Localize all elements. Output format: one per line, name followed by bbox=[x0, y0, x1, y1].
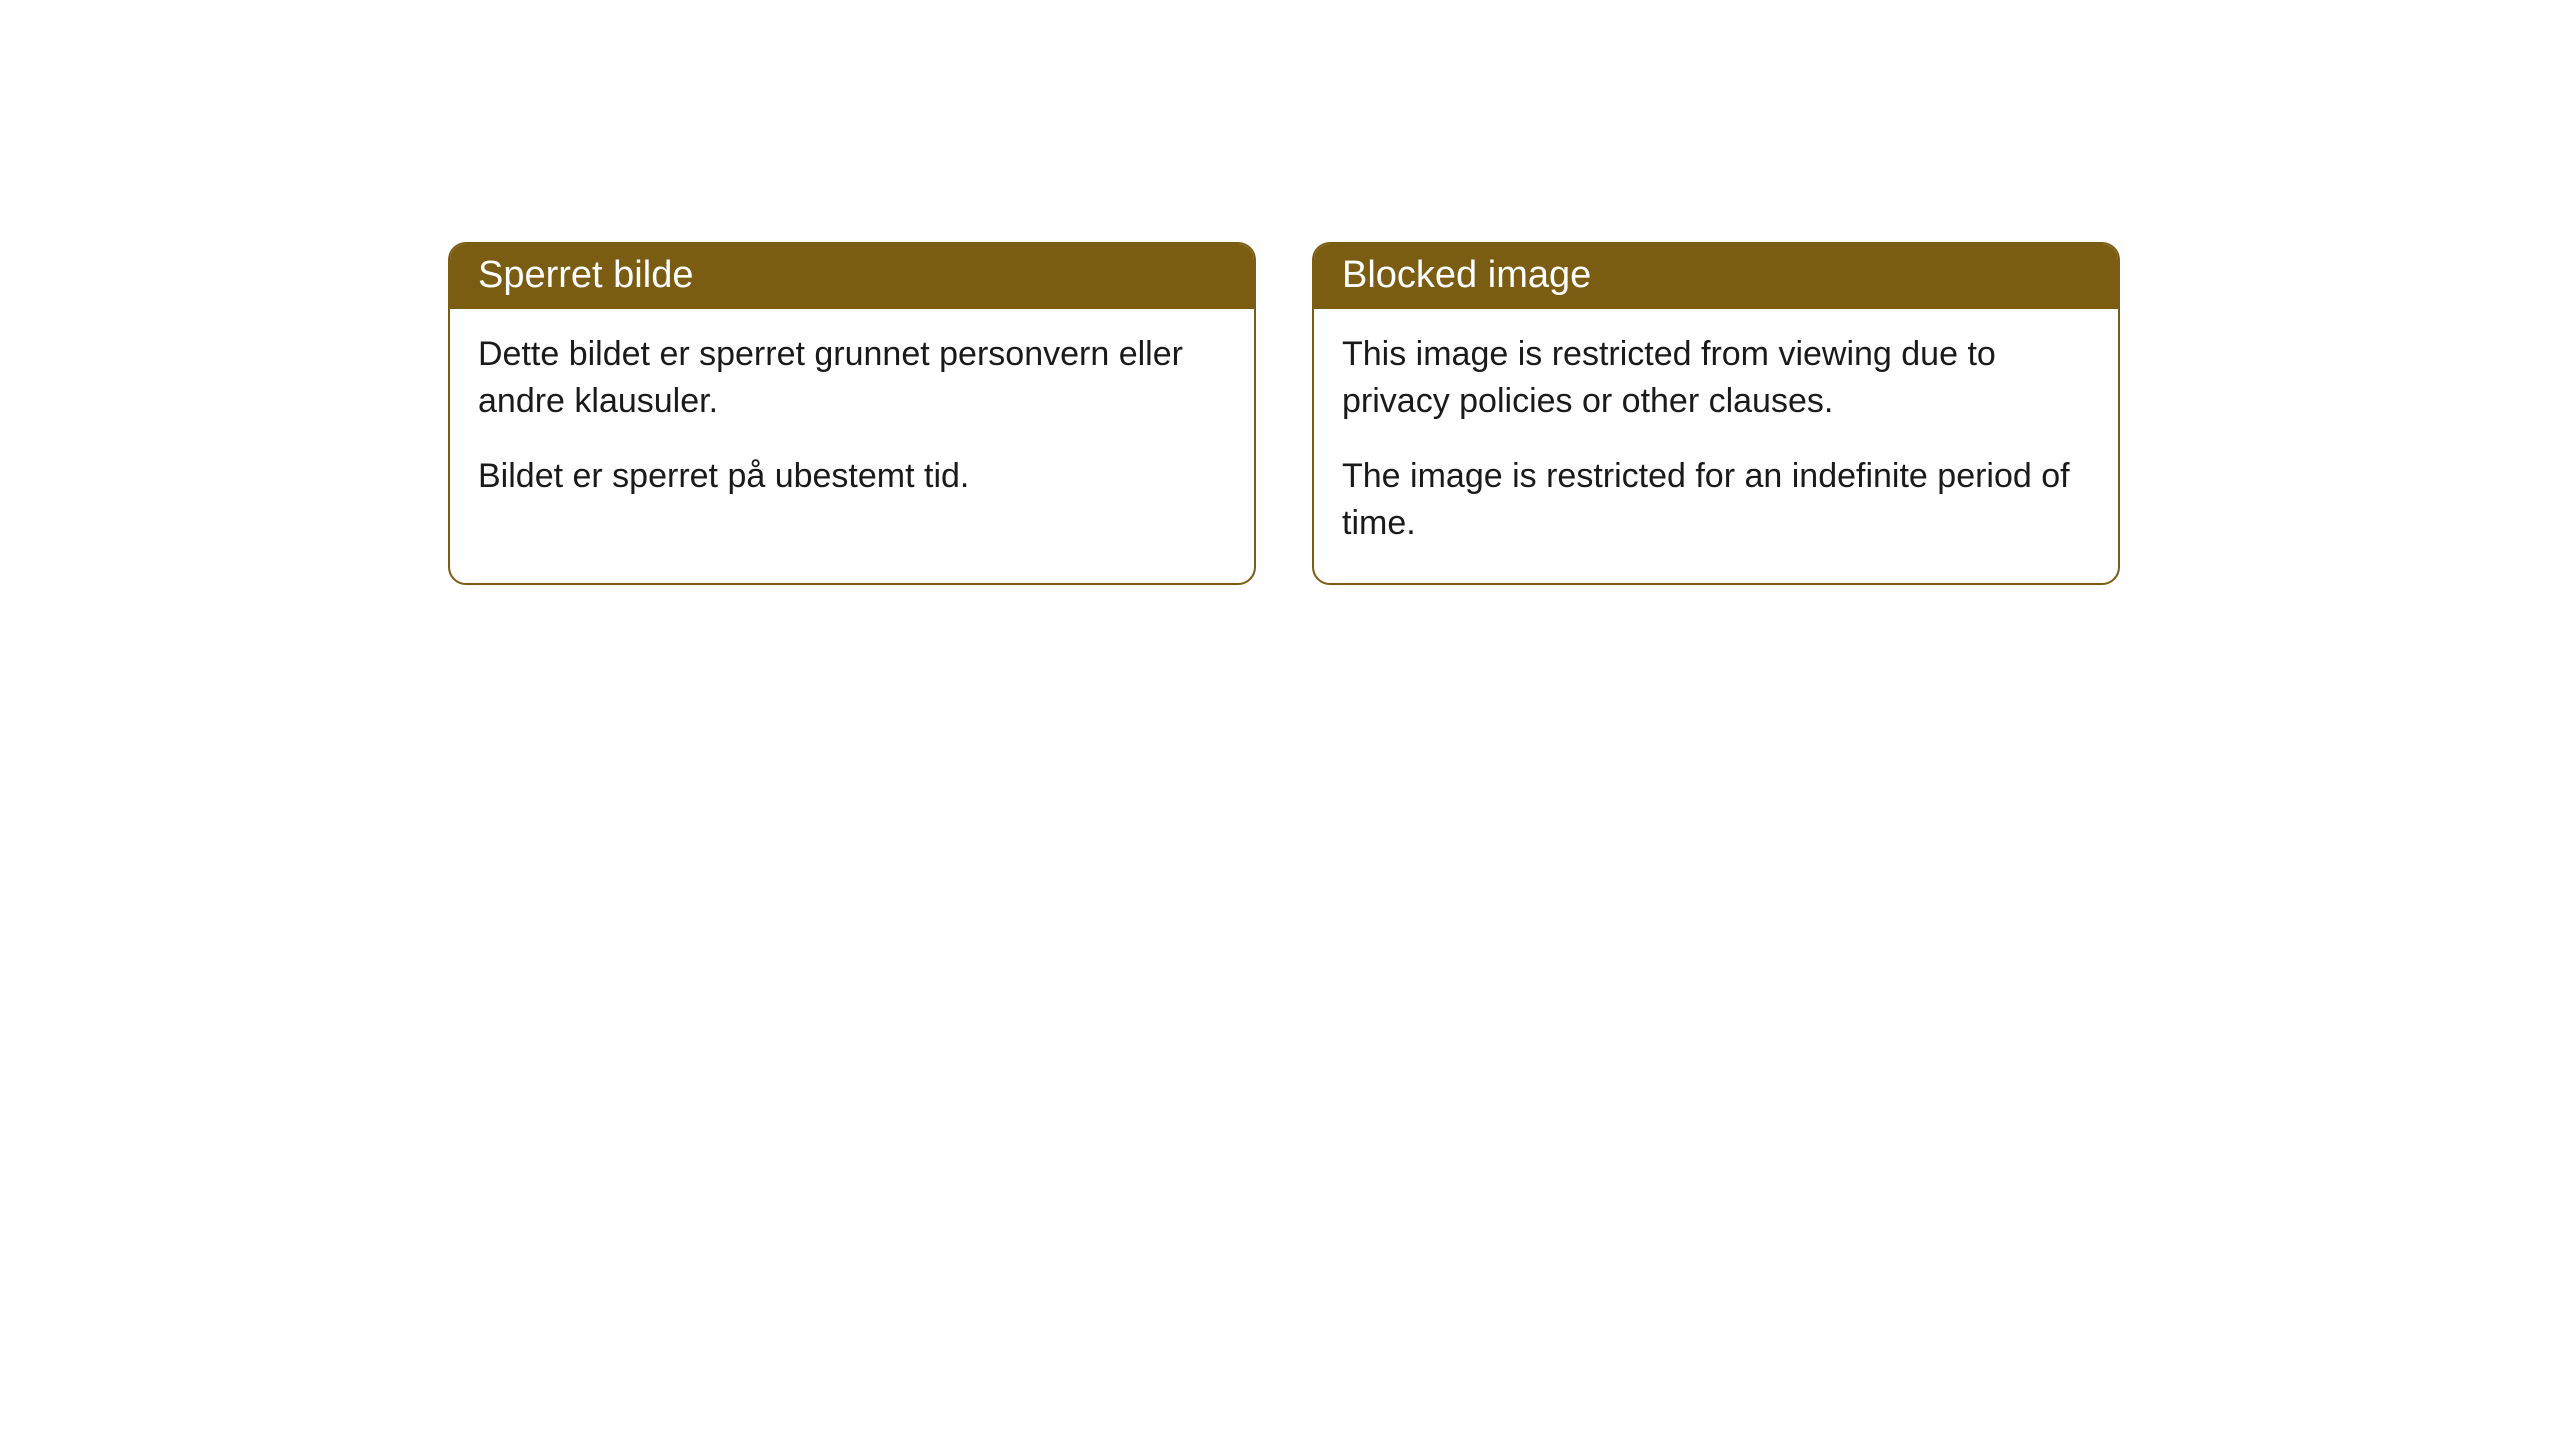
card-title: Blocked image bbox=[1342, 254, 1591, 296]
card-title: Sperret bilde bbox=[478, 254, 693, 296]
card-header: Blocked image bbox=[1314, 244, 2118, 309]
card-paragraph-2: The image is restricted for an indefinit… bbox=[1342, 453, 2090, 547]
card-body: This image is restricted from viewing du… bbox=[1314, 309, 2118, 583]
card-body: Dette bildet er sperret grunnet personve… bbox=[450, 309, 1254, 536]
card-paragraph-1: Dette bildet er sperret grunnet personve… bbox=[478, 331, 1226, 425]
card-header: Sperret bilde bbox=[450, 244, 1254, 309]
card-paragraph-2: Bildet er sperret på ubestemt tid. bbox=[478, 453, 1226, 500]
blocked-image-card-english: Blocked image This image is restricted f… bbox=[1312, 242, 2120, 585]
card-paragraph-1: This image is restricted from viewing du… bbox=[1342, 331, 2090, 425]
cards-container: Sperret bilde Dette bildet er sperret gr… bbox=[0, 0, 2560, 585]
blocked-image-card-norwegian: Sperret bilde Dette bildet er sperret gr… bbox=[448, 242, 1256, 585]
